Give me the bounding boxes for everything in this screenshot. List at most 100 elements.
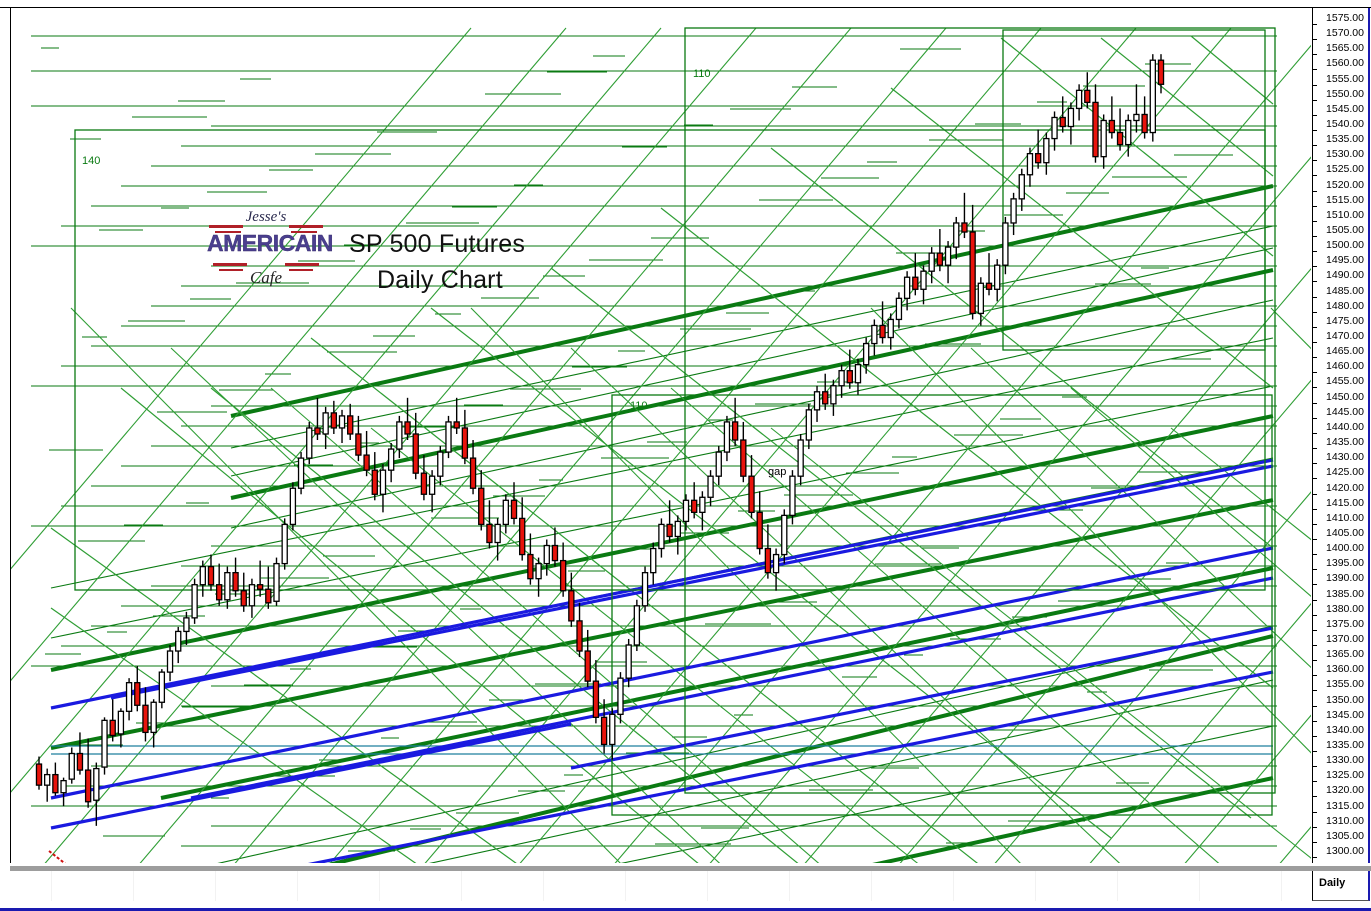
- candle-body-up: [1149, 59, 1156, 134]
- jesses-americain-cafe-logo: Jesse's AMERICAIN Cafe: [207, 209, 334, 299]
- candle-body-down: [584, 650, 591, 682]
- date-axis-tick: [707, 871, 708, 901]
- date-axis-tick: [297, 871, 298, 901]
- price-axis-tick: [1313, 251, 1317, 253]
- date-axis[interactable]: [11, 871, 1371, 908]
- candle-body-down: [461, 427, 469, 459]
- trendline-lattice-down: [1070, 387, 1311, 598]
- trendline-lattice-up: [11, 27, 472, 570]
- price-axis-tick: [1313, 205, 1317, 207]
- candle-body-down: [404, 421, 411, 435]
- date-axis-tick: [461, 871, 462, 901]
- trendline-green-thin: [230, 299, 1274, 529]
- price-axis-label: 1415.00: [1326, 496, 1364, 509]
- price-axis-label: 1550.00: [1326, 87, 1364, 100]
- price-axis-tick: [1313, 569, 1317, 571]
- candle-body-up: [60, 779, 67, 794]
- candle-body-up: [1067, 107, 1075, 128]
- candle-body-down: [84, 769, 92, 803]
- price-axis[interactable]: 1575.00 1570.00 1565.00 1560.00 1555.00 1550.…: [1312, 8, 1370, 863]
- price-axis-label: 1510.00: [1326, 208, 1364, 221]
- candle-body-up: [1100, 119, 1107, 158]
- price-axis-tick: [1313, 326, 1317, 328]
- date-axis-tick: [871, 871, 872, 901]
- trendline-lattice-down: [370, 427, 919, 863]
- price-axis-tick: [1313, 175, 1317, 177]
- candle-body-down: [731, 421, 739, 441]
- trendline-green-thin: [217, 625, 1274, 863]
- candle-body-up: [1051, 116, 1058, 140]
- chart-title-line1: SP 500 Futures: [349, 230, 526, 258]
- trendline-lattice-down: [1170, 427, 1311, 541]
- price-axis-tick: [1313, 24, 1317, 25]
- price-axis-tick: [1313, 811, 1317, 813]
- date-axis-tick: [789, 871, 790, 901]
- candle-body-down: [666, 523, 673, 538]
- candle-body-down: [232, 571, 239, 592]
- price-axis-label: 1535.00: [1326, 133, 1364, 146]
- trendline-lattice-up: [994, 491, 1311, 863]
- candle-body-down: [690, 499, 698, 514]
- trendline-lattice-up: [709, 156, 1311, 863]
- logo-text-jesses: Jesse's: [245, 209, 287, 225]
- price-axis-tick: [1313, 417, 1317, 419]
- price-axis-tick: [1313, 99, 1317, 101]
- candle-body-down: [740, 439, 747, 477]
- candle-body-up: [1002, 222, 1009, 266]
- price-axis-label: 1460.00: [1326, 360, 1364, 373]
- trendline-green-thin: [428, 679, 1274, 863]
- date-axis-tick: [1035, 871, 1036, 901]
- date-axis-tick: [379, 871, 380, 901]
- candle-body-up: [903, 276, 911, 299]
- price-axis-tick: [1313, 660, 1317, 662]
- price-axis-tick: [1313, 493, 1317, 495]
- price-axis-label: 1320.00: [1326, 784, 1364, 797]
- price-axis-tick: [1313, 750, 1317, 752]
- trendline-lattice-up: [804, 268, 1311, 863]
- price-axis-label: 1350.00: [1326, 693, 1364, 706]
- logo-bar-bottom-right: [285, 263, 319, 266]
- chart-plot-area[interactable]: Jesse's AMERICAIN Cafe SP 500 Futures Da…: [11, 8, 1311, 863]
- price-axis-label: 1525.00: [1326, 163, 1364, 176]
- price-axis-tick: [1313, 114, 1317, 116]
- price-axis-label: 1440.00: [1326, 420, 1364, 433]
- logo-bar-left: [209, 225, 243, 228]
- candle-body-up: [535, 562, 542, 580]
- candle-body-down: [879, 324, 886, 339]
- candle-body-up: [125, 682, 133, 712]
- trendline-green-bold: [230, 268, 1274, 500]
- trendline-green-diagonal: [310, 337, 979, 863]
- candle-body-down: [142, 704, 149, 734]
- candle-body-up: [928, 252, 935, 272]
- price-axis-label: 1495.00: [1326, 254, 1364, 267]
- trendline-blue: [50, 722, 572, 830]
- trendline-green-thin: [230, 225, 1274, 449]
- candle-body-up: [191, 584, 198, 619]
- price-axis-tick: [1313, 311, 1317, 313]
- price-axis-label: 1485.00: [1326, 284, 1364, 297]
- price-axis-label: 1555.00: [1326, 72, 1364, 85]
- price-axis-tick: [1313, 387, 1317, 389]
- timeframe-box[interactable]: Daily: [1312, 871, 1370, 901]
- trendline-green-diagonal: [120, 387, 699, 863]
- candle-body-up: [1133, 113, 1140, 122]
- price-axis-tick: [1313, 675, 1317, 677]
- candle-body-up: [994, 264, 1001, 290]
- logo-bar-bottom-left: [213, 263, 247, 266]
- price-axis-tick: [1313, 781, 1317, 783]
- price-axis-label: 1500.00: [1326, 239, 1364, 252]
- trendline-green-bold: [50, 498, 1274, 750]
- candle-body-down: [510, 499, 518, 520]
- price-axis-label: 1390.00: [1326, 572, 1364, 585]
- candle-body-down: [846, 370, 853, 384]
- candle-body-up: [609, 713, 616, 746]
- price-axis-label: 1315.00: [1326, 799, 1364, 812]
- price-axis-label: 1480.00: [1326, 299, 1364, 312]
- trendline-lattice-up: [1089, 602, 1311, 863]
- candle-body-up: [781, 514, 788, 556]
- chart-annotation-140: 140: [82, 155, 101, 167]
- date-axis-tick: [1199, 871, 1200, 901]
- candle-body-up: [862, 342, 870, 366]
- price-axis-label: 1330.00: [1326, 754, 1364, 767]
- trendline-green-diagonal: [50, 607, 417, 863]
